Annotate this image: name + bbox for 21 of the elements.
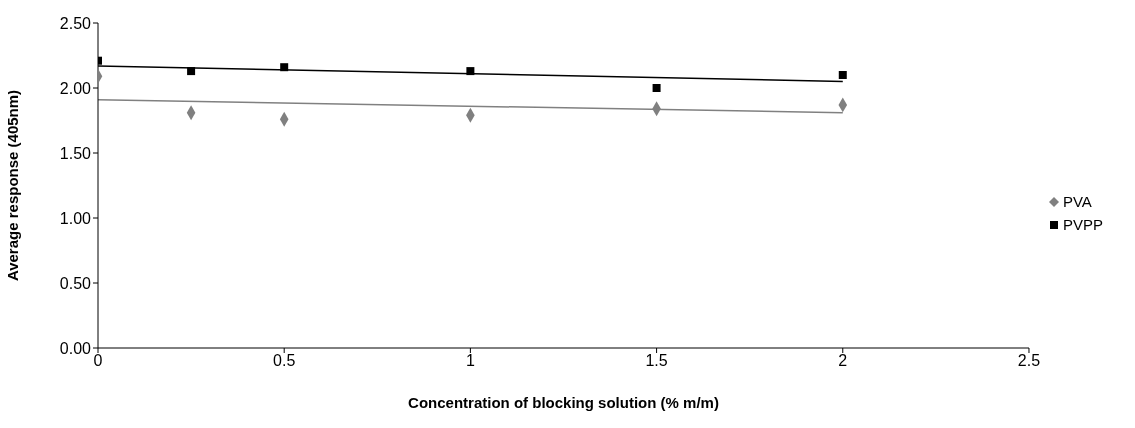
- y-tick-label: 2.50: [59, 14, 92, 32]
- y-tick-label: 2.00: [59, 79, 92, 97]
- point: [838, 71, 847, 79]
- x-tick-label: 2: [838, 352, 848, 370]
- x-tick-label: 0: [93, 352, 103, 370]
- point: [187, 67, 196, 76]
- point: [280, 63, 289, 72]
- y-axis-title: Average response (405nm): [4, 89, 22, 282]
- y-tick-label: 1.50: [59, 144, 92, 162]
- y-tick-label: 1.00: [59, 209, 92, 227]
- legend-label: PVPP: [1062, 216, 1103, 233]
- point: [466, 67, 475, 76]
- x-axis-title: Concentration of blocking solution (% m/m): [408, 394, 719, 411]
- y-tick-label: 0.50: [59, 274, 92, 292]
- legend-label: PVA: [1062, 193, 1092, 210]
- point: [652, 84, 661, 92]
- x-tick-label: 0.5: [273, 352, 296, 370]
- x-tick-label: 2.5: [1017, 352, 1041, 370]
- x-tick-label: 1.5: [645, 352, 668, 370]
- x-tick-label: 1: [465, 352, 475, 370]
- y-tick-label: 0.00: [59, 339, 92, 357]
